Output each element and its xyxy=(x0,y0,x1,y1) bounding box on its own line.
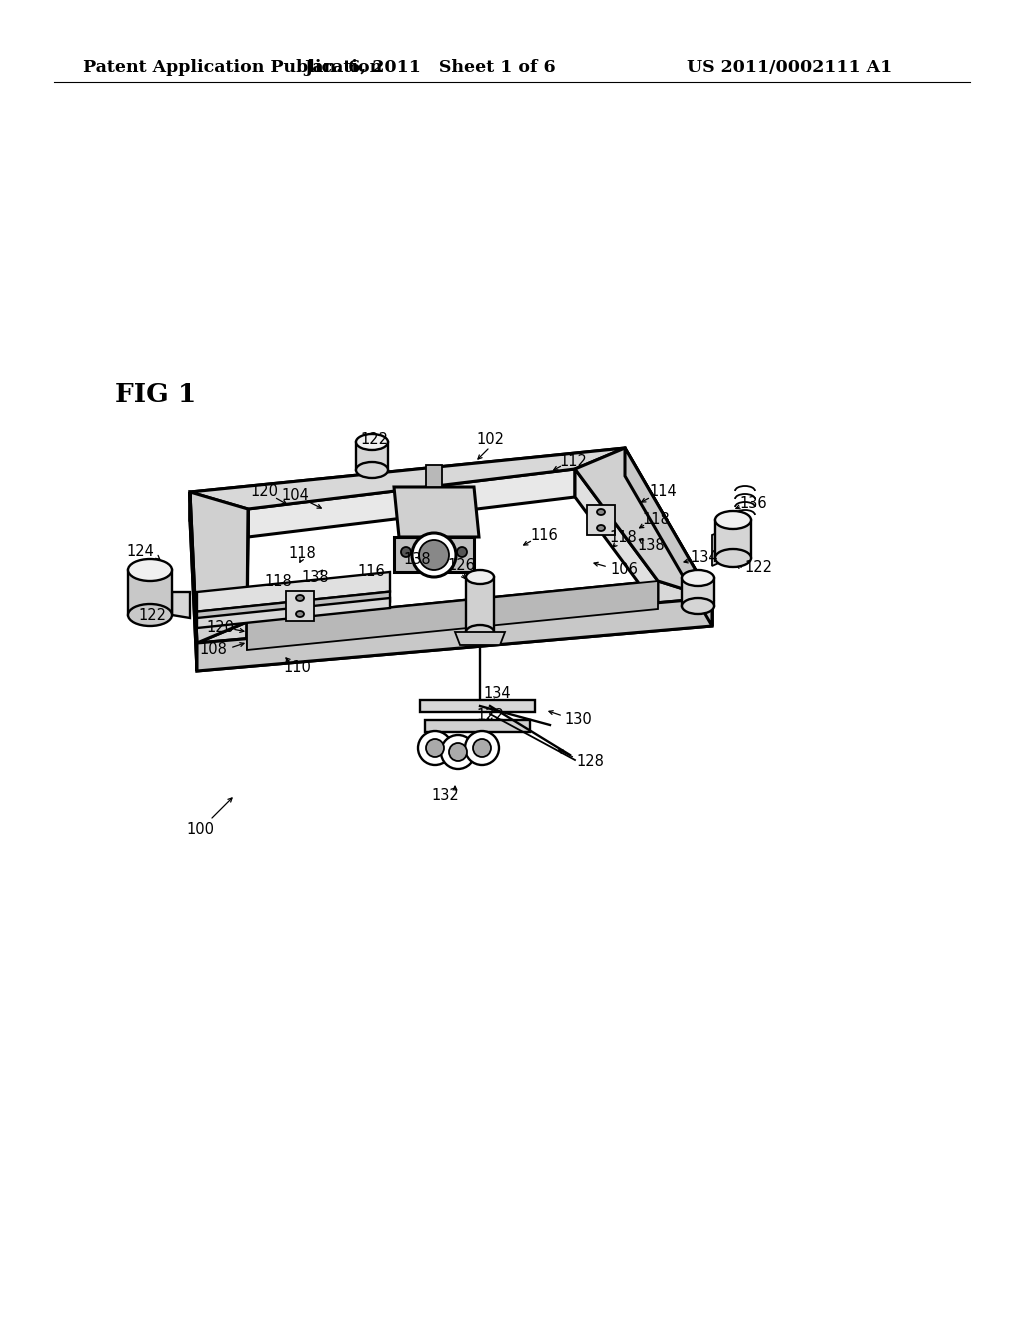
Polygon shape xyxy=(625,447,712,626)
Ellipse shape xyxy=(465,731,499,766)
Text: 138: 138 xyxy=(403,553,431,568)
Text: 122: 122 xyxy=(138,607,166,623)
Text: US 2011/0002111 A1: US 2011/0002111 A1 xyxy=(687,59,893,77)
Text: 122: 122 xyxy=(744,561,772,576)
Ellipse shape xyxy=(457,546,467,557)
Polygon shape xyxy=(197,598,712,671)
Text: 114: 114 xyxy=(649,484,677,499)
Polygon shape xyxy=(426,465,442,487)
Ellipse shape xyxy=(473,739,490,756)
Text: 120: 120 xyxy=(250,484,278,499)
Polygon shape xyxy=(356,442,388,470)
Ellipse shape xyxy=(296,595,304,601)
Polygon shape xyxy=(248,469,575,537)
Polygon shape xyxy=(587,506,615,535)
Ellipse shape xyxy=(356,434,388,450)
Polygon shape xyxy=(394,537,474,572)
Polygon shape xyxy=(455,632,505,645)
Polygon shape xyxy=(575,447,712,598)
Polygon shape xyxy=(190,447,625,510)
Text: 126: 126 xyxy=(447,558,475,573)
Polygon shape xyxy=(197,572,390,611)
Ellipse shape xyxy=(682,570,714,586)
Text: 120: 120 xyxy=(206,620,234,635)
Text: 100: 100 xyxy=(186,822,214,837)
Polygon shape xyxy=(466,577,494,632)
Ellipse shape xyxy=(449,743,467,762)
Text: 124: 124 xyxy=(126,544,154,560)
Polygon shape xyxy=(625,447,712,626)
Ellipse shape xyxy=(296,611,304,616)
Text: 110: 110 xyxy=(283,660,311,675)
Text: 134: 134 xyxy=(690,550,718,565)
Text: 118: 118 xyxy=(609,531,637,545)
Text: 128: 128 xyxy=(577,755,604,770)
Text: Jan. 6, 2011   Sheet 1 of 6: Jan. 6, 2011 Sheet 1 of 6 xyxy=(304,59,556,77)
Ellipse shape xyxy=(426,739,444,756)
Text: 118: 118 xyxy=(288,545,315,561)
Ellipse shape xyxy=(128,605,172,626)
Polygon shape xyxy=(128,570,172,615)
Polygon shape xyxy=(190,492,248,643)
Text: 116: 116 xyxy=(530,528,558,543)
Ellipse shape xyxy=(597,525,605,531)
Polygon shape xyxy=(420,700,535,711)
Polygon shape xyxy=(197,591,390,622)
Ellipse shape xyxy=(682,598,714,614)
Polygon shape xyxy=(190,492,197,671)
Text: 130: 130 xyxy=(564,713,592,727)
Text: 132: 132 xyxy=(431,788,459,803)
Ellipse shape xyxy=(356,462,388,478)
Text: 134: 134 xyxy=(483,685,511,701)
Polygon shape xyxy=(190,492,197,671)
Ellipse shape xyxy=(401,546,411,557)
Text: 138: 138 xyxy=(637,539,665,553)
Text: 106: 106 xyxy=(610,562,638,578)
Text: 112: 112 xyxy=(559,454,587,470)
Polygon shape xyxy=(197,598,390,628)
Text: 122: 122 xyxy=(360,433,388,447)
Polygon shape xyxy=(682,578,714,606)
Polygon shape xyxy=(190,447,625,520)
Polygon shape xyxy=(197,581,712,643)
Text: 118: 118 xyxy=(264,574,292,590)
Ellipse shape xyxy=(715,549,751,568)
Polygon shape xyxy=(247,581,658,649)
Ellipse shape xyxy=(715,511,751,529)
Polygon shape xyxy=(575,469,658,609)
Text: 104: 104 xyxy=(281,487,309,503)
Polygon shape xyxy=(712,528,730,566)
Polygon shape xyxy=(425,719,530,733)
Text: 118: 118 xyxy=(642,511,670,527)
Text: 122: 122 xyxy=(476,708,504,722)
Polygon shape xyxy=(247,581,658,649)
Ellipse shape xyxy=(466,624,494,639)
Polygon shape xyxy=(197,598,712,671)
Ellipse shape xyxy=(441,735,475,770)
Text: 136: 136 xyxy=(739,495,767,511)
Polygon shape xyxy=(394,487,479,537)
Ellipse shape xyxy=(419,540,449,570)
Text: FIG 1: FIG 1 xyxy=(115,383,197,408)
Ellipse shape xyxy=(466,570,494,583)
Polygon shape xyxy=(172,591,190,618)
Ellipse shape xyxy=(128,558,172,581)
Text: Patent Application Publication: Patent Application Publication xyxy=(83,59,382,77)
Polygon shape xyxy=(286,591,314,620)
Text: 116: 116 xyxy=(357,565,385,579)
Ellipse shape xyxy=(597,510,605,515)
Text: 102: 102 xyxy=(476,433,504,447)
Ellipse shape xyxy=(418,731,452,766)
Polygon shape xyxy=(715,520,751,558)
Ellipse shape xyxy=(412,533,456,577)
Text: 108: 108 xyxy=(199,643,227,657)
Text: 138: 138 xyxy=(301,570,329,586)
